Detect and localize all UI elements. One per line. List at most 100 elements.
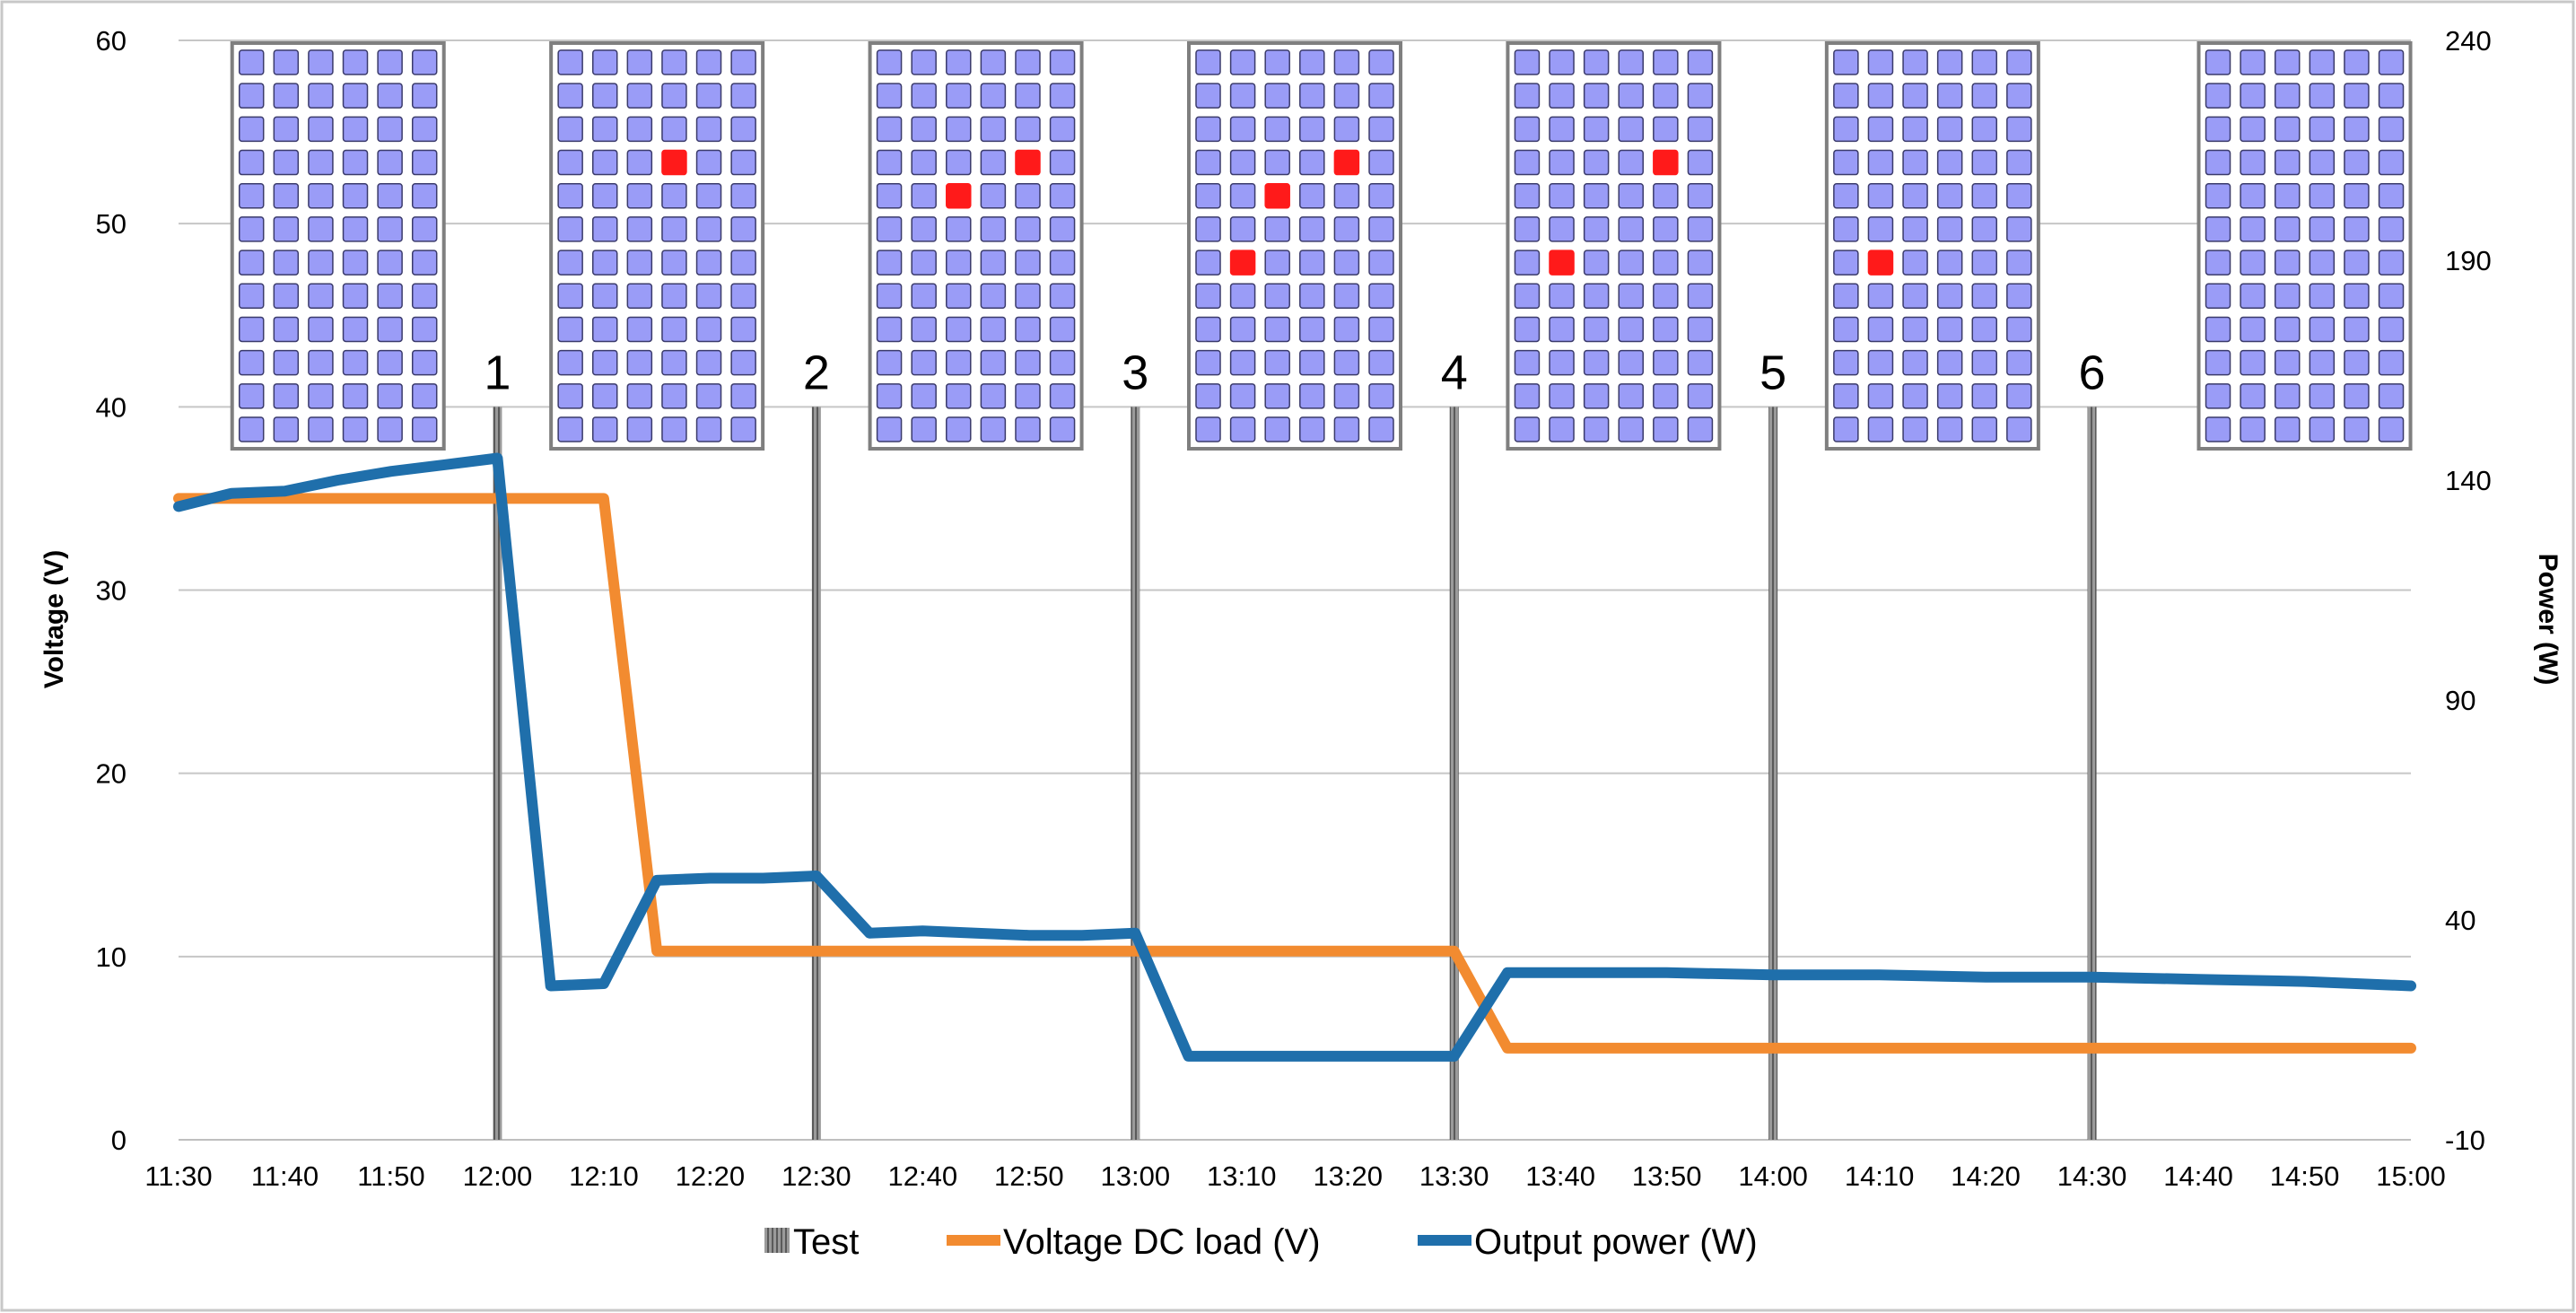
left-axis-ticks: 0 10 20 30 40 50 60 xyxy=(96,25,127,1156)
panel-cell xyxy=(273,182,300,209)
panel-cell xyxy=(238,49,265,75)
panel-cell xyxy=(1867,83,1894,109)
panel-cell xyxy=(557,216,583,242)
panel-cell xyxy=(591,383,618,409)
panel-cell xyxy=(1015,116,1041,143)
panel-cell xyxy=(695,182,722,209)
panel-cell xyxy=(273,249,300,276)
panel-cell xyxy=(591,49,618,75)
panel-cell xyxy=(1936,283,1963,310)
panel-cell xyxy=(1867,383,1894,409)
panel-cell xyxy=(1368,83,1394,109)
x-tick-label: 14:20 xyxy=(1951,1160,2021,1192)
panel-cell xyxy=(2240,149,2266,176)
panel-cell xyxy=(1229,316,1256,343)
panel-cell xyxy=(1902,383,1928,409)
panel-cell xyxy=(1195,49,1221,75)
panel-cell xyxy=(1049,349,1076,376)
panel-cell xyxy=(661,416,687,442)
test-markers: 1 2 3 4 5 6 xyxy=(484,346,2106,1140)
panel-cell xyxy=(2006,116,2032,143)
panel-cell xyxy=(2240,249,2266,276)
panel-cell xyxy=(1618,349,1644,376)
x-tick-label: 11:50 xyxy=(357,1160,424,1192)
x-tick-label: 12:30 xyxy=(782,1160,851,1192)
panel-cell xyxy=(1653,249,1679,276)
panel-cell xyxy=(911,116,937,143)
panel-cell xyxy=(238,383,265,409)
panel-cell xyxy=(342,216,369,242)
panel-cell xyxy=(1264,83,1290,109)
panel-cell xyxy=(342,249,369,276)
panel-cell xyxy=(695,249,722,276)
panel-cell-hotspot xyxy=(946,182,972,209)
panel-cell xyxy=(2344,116,2370,143)
panel-cell xyxy=(1583,182,1610,209)
panel-cell xyxy=(661,383,687,409)
x-tick-label: 14:30 xyxy=(2057,1160,2127,1192)
panel-cell xyxy=(2006,349,2032,376)
panel-cell xyxy=(411,216,438,242)
panel-cell xyxy=(1299,416,1325,442)
panel-cell xyxy=(1549,83,1575,109)
panel-cell xyxy=(2378,83,2405,109)
panel-cell xyxy=(876,49,903,75)
panel-cell xyxy=(626,249,653,276)
panel-cell xyxy=(1299,283,1325,310)
panel-cell xyxy=(1902,349,1928,376)
panel-cell xyxy=(1229,83,1256,109)
panel-cell xyxy=(1264,283,1290,310)
panel-cell xyxy=(730,416,756,442)
panel-cell xyxy=(1333,249,1360,276)
panel-cell xyxy=(1549,349,1575,376)
panel-test-2 xyxy=(868,41,1084,451)
panel-cell xyxy=(1902,249,1928,276)
panel-cell xyxy=(1618,383,1644,409)
panel-cell xyxy=(2274,49,2301,75)
panel-cell xyxy=(1229,416,1256,442)
panel-cell xyxy=(1549,383,1575,409)
series-line-voltage xyxy=(173,493,2416,1054)
panel-cell xyxy=(308,49,334,75)
panel-cell xyxy=(876,182,903,209)
panel-cell-hotspot xyxy=(1333,149,1360,176)
x-tick-label: 12:00 xyxy=(463,1160,533,1192)
legend-label-test: Test xyxy=(793,1222,859,1262)
panel-cell xyxy=(980,349,1007,376)
panel-cell xyxy=(1618,249,1644,276)
panel-cell xyxy=(1653,349,1679,376)
x-tick-label: 13:50 xyxy=(1632,1160,1702,1192)
panel-cell xyxy=(2205,116,2231,143)
panel-cell xyxy=(2378,216,2405,242)
solar-panels xyxy=(230,41,2413,451)
panel-cell xyxy=(411,182,438,209)
panel-cell xyxy=(342,416,369,442)
panel-cell xyxy=(1195,416,1221,442)
x-tick-label: 13:20 xyxy=(1313,1160,1383,1192)
panel-cell xyxy=(308,383,334,409)
panel-cell xyxy=(2240,383,2266,409)
panel-cell xyxy=(1368,49,1394,75)
panel-cell xyxy=(1368,383,1394,409)
panel-cell xyxy=(238,83,265,109)
panel-cell xyxy=(980,383,1007,409)
panel-cell xyxy=(273,83,300,109)
panel-cell xyxy=(273,149,300,176)
panel-cell-hotspot xyxy=(1264,182,1290,209)
panel-cell xyxy=(1015,83,1041,109)
panel-cell xyxy=(695,416,722,442)
panel-cell xyxy=(730,83,756,109)
panel-cell xyxy=(2378,149,2405,176)
panel-cell xyxy=(1229,283,1256,310)
panel-cell xyxy=(1549,416,1575,442)
panel-cell xyxy=(2309,49,2336,75)
panel-cell xyxy=(626,283,653,310)
panel-cell xyxy=(1833,182,1859,209)
panel-cell xyxy=(1229,149,1256,176)
x-tick-label: 12:10 xyxy=(569,1160,639,1192)
panel-cell xyxy=(1618,283,1644,310)
panel-cell xyxy=(1333,383,1360,409)
panel-frame xyxy=(1824,41,2040,451)
panel-cell xyxy=(876,283,903,310)
x-tick-label: 14:40 xyxy=(2163,1160,2233,1192)
